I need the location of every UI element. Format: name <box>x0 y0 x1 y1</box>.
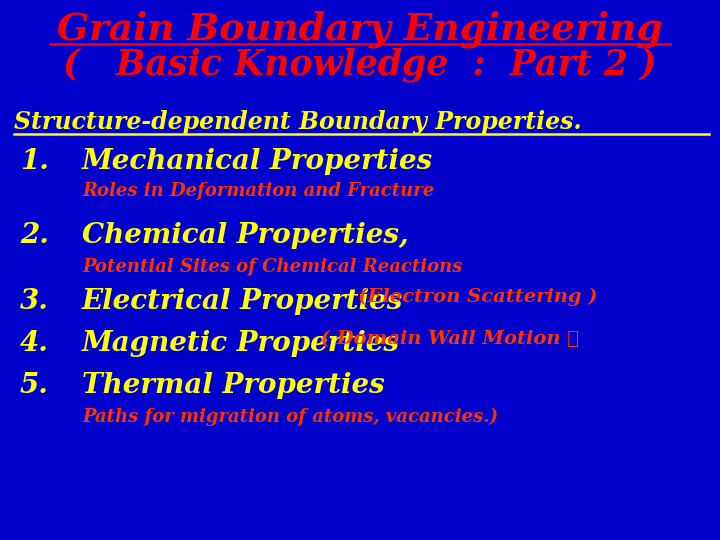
Text: Magnetic Properties: Magnetic Properties <box>82 330 400 357</box>
Text: (Electron Scattering ): (Electron Scattering ) <box>338 288 598 306</box>
Text: Structure-dependent Boundary Properties.: Structure-dependent Boundary Properties. <box>14 110 582 134</box>
Text: 4.: 4. <box>20 330 49 357</box>
Text: Mechanical Properties: Mechanical Properties <box>82 148 433 175</box>
Text: Potential Sites of Chemical Reactions: Potential Sites of Chemical Reactions <box>82 258 462 276</box>
Text: 3.: 3. <box>20 288 49 315</box>
Text: 5.: 5. <box>20 372 49 399</box>
Text: Thermal Properties: Thermal Properties <box>82 372 384 399</box>
Text: (   Basic Knowledge  :  Part 2 ): ( Basic Knowledge : Part 2 ) <box>63 47 657 82</box>
Text: Paths for migration of atoms, vacancies.): Paths for migration of atoms, vacancies.… <box>82 408 498 426</box>
Text: Grain Boundary Engineering: Grain Boundary Engineering <box>57 10 663 48</box>
Text: 2.: 2. <box>20 222 49 249</box>
Text: Electrical Properties: Electrical Properties <box>82 288 403 315</box>
Text: Roles in Deformation and Fracture: Roles in Deformation and Fracture <box>82 182 434 200</box>
Text: ( Domain Wall Motion ）: ( Domain Wall Motion ） <box>314 330 579 348</box>
Text: Chemical Properties,: Chemical Properties, <box>82 222 409 249</box>
Text: 1.: 1. <box>20 148 49 175</box>
